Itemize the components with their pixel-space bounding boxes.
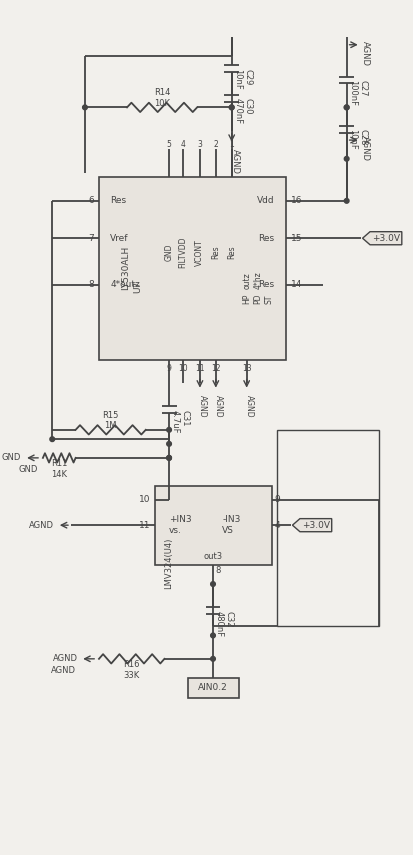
Bar [277,430,380,626]
Circle shape [344,198,349,203]
Text: +IN3
vs.: +IN3 vs. [169,516,192,535]
Text: AGND: AGND [231,150,240,174]
Text: 4: 4 [180,140,185,150]
Circle shape [344,156,349,161]
Text: GND: GND [1,453,21,463]
Text: Vdd: Vdd [257,197,275,205]
Text: Res: Res [110,197,126,205]
Text: 10: 10 [139,495,150,504]
Circle shape [229,105,234,109]
Text: GND: GND [164,244,173,261]
Text: PD: PD [253,294,262,304]
Text: 5: 5 [166,140,171,150]
Circle shape [50,437,55,441]
Text: ST: ST [265,294,273,304]
Circle shape [167,456,171,460]
Text: 4: 4 [275,521,280,530]
Text: Res: Res [259,280,275,290]
Text: 6: 6 [88,197,94,205]
Text: 8: 8 [216,565,221,575]
Text: C28
10nF: C28 10nF [348,129,368,150]
Text: C30
470nF: C30 470nF [233,98,253,124]
Text: Res: Res [227,245,236,259]
Text: 13: 13 [242,364,252,374]
Text: out3: out3 [204,551,223,561]
Text: AGND: AGND [29,521,54,530]
Circle shape [167,441,171,446]
Bar [155,486,272,565]
Circle shape [211,581,215,587]
Text: C32
480nF: C32 480nF [214,611,234,637]
Text: C27
100nF: C27 100nF [348,80,368,106]
Text: U7: U7 [134,280,143,293]
Text: 7: 7 [88,233,94,243]
Text: 9: 9 [166,364,171,374]
Text: 12: 12 [211,364,221,374]
Text: AGND: AGND [214,395,223,418]
Text: 9: 9 [275,495,280,504]
Polygon shape [363,232,402,245]
Text: C29
10nF: C29 10nF [233,69,253,90]
Bar [188,677,239,698]
Text: -IN3
VS: -IN3 VS [222,516,241,535]
Text: FILTVDD: FILTVDD [178,237,188,268]
Text: 11: 11 [139,521,150,530]
Text: LMV324(U4): LMV324(U4) [164,537,173,589]
Circle shape [211,657,215,661]
Text: 8: 8 [88,280,94,290]
Text: AGND: AGND [361,41,370,66]
Text: 4*outz: 4*outz [110,280,140,290]
Circle shape [167,428,171,432]
Text: AIN0.2: AIN0.2 [198,683,228,693]
Bar [99,178,286,360]
Text: AGND: AGND [53,654,78,663]
Text: HP: HP [242,294,251,304]
Text: LY530ALH: LY530ALH [121,246,130,290]
Text: +3.0V: +3.0V [372,233,400,243]
Circle shape [344,105,349,109]
Text: AGND: AGND [51,665,76,675]
Text: 14: 14 [291,280,302,290]
Text: AGND: AGND [198,395,207,418]
Polygon shape [292,519,332,532]
Text: 11: 11 [195,364,205,374]
Text: +3.0V: +3.0V [302,521,330,530]
Text: 15: 15 [291,233,302,243]
Text: R11
14K: R11 14K [51,459,67,479]
Text: VCONT: VCONT [195,239,204,266]
Text: 1: 1 [229,140,234,150]
Text: outz: outz [242,272,251,289]
Circle shape [229,105,234,109]
Circle shape [344,105,349,109]
Text: 10: 10 [178,364,188,374]
Text: R14
10K: R14 10K [154,88,170,108]
Text: Res: Res [211,245,220,259]
Circle shape [211,634,215,638]
Text: 16: 16 [291,197,302,205]
Text: Vref: Vref [110,233,129,243]
Circle shape [167,456,171,460]
Text: 2: 2 [214,140,218,150]
Text: GND: GND [19,464,38,474]
Text: 3: 3 [197,140,202,150]
Text: AGND: AGND [361,136,370,162]
Text: R15
1M: R15 1M [102,410,119,430]
Text: 4*hz: 4*hz [253,271,262,289]
Text: AGND: AGND [245,395,254,418]
Text: C31
4.7uF: C31 4.7uF [171,410,190,433]
Text: Res: Res [259,233,275,243]
Text: R16
33K: R16 33K [123,660,140,680]
Circle shape [83,105,87,109]
